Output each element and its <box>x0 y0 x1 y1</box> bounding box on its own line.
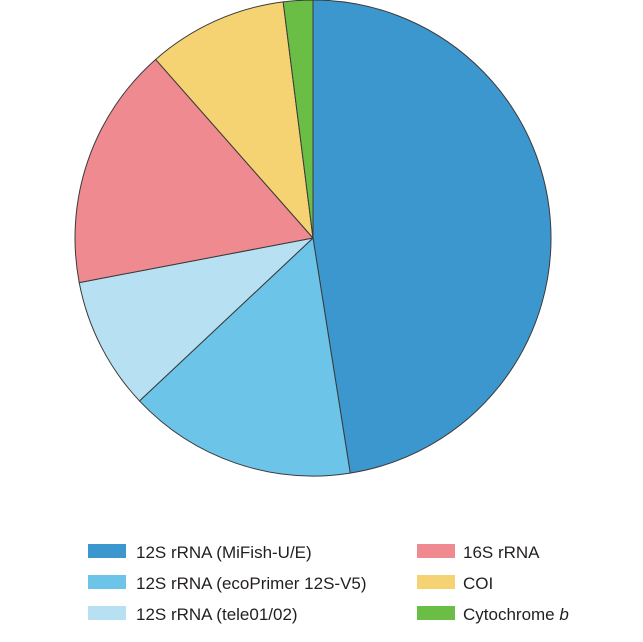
pie-slice-4 <box>155 1 314 239</box>
pie-slice-3 <box>74 58 314 284</box>
pie-slices <box>74 0 552 477</box>
pie-slice-5 <box>282 0 314 239</box>
legend-swatch-tele <box>88 606 126 620</box>
legend: 12S rRNA (MiFish-U/E) 12S rRNA (ecoPrime… <box>88 543 569 624</box>
legend-label-coi: COI <box>463 574 493 593</box>
pie-slice-0 <box>312 0 552 474</box>
legend-swatch-16s <box>417 544 455 558</box>
legend-swatch-mifish <box>88 544 126 558</box>
legend-swatch-ecoprimer <box>88 575 126 589</box>
legend-label-cytb-italic: b <box>559 605 568 624</box>
legend-swatch-coi <box>417 575 455 589</box>
legend-label-tele: 12S rRNA (tele01/02) <box>136 605 298 624</box>
legend-label-ecoprimer: 12S rRNA (ecoPrimer 12S-V5) <box>136 574 367 593</box>
legend-label-cytb: Cytochrome b <box>463 605 569 624</box>
legend-label-cytb-main: Cytochrome <box>463 605 559 624</box>
legend-label-16s: 16S rRNA <box>463 543 540 562</box>
legend-label-mifish: 12S rRNA (MiFish-U/E) <box>136 543 312 562</box>
pie-slice-1 <box>139 237 351 477</box>
legend-swatch-cytb <box>417 606 455 620</box>
pie-slice-2 <box>78 237 314 402</box>
